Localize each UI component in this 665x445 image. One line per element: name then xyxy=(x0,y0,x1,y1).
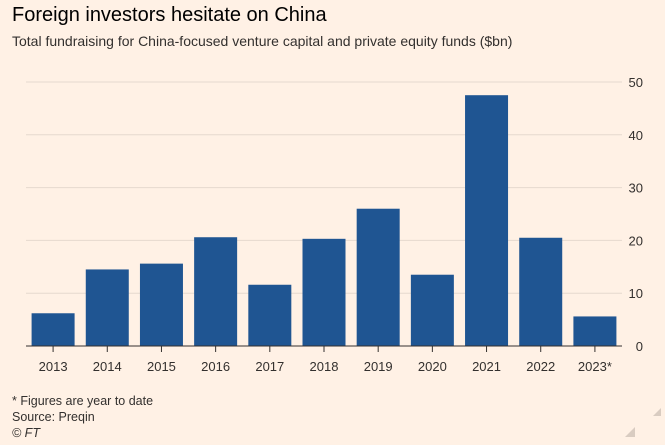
bar-2017 xyxy=(248,284,292,346)
bar-chart: 0 10 20 30 40 50 2013 2014 2015 2016 2017 2018 2019… xyxy=(26,75,643,374)
y-tick-label: 40 xyxy=(629,128,643,143)
resize-handle-icon xyxy=(653,408,661,416)
resize-handle-icon xyxy=(625,427,635,437)
copyright: © FT xyxy=(12,426,40,440)
bar-2013 xyxy=(31,313,75,346)
y-tick-label: 0 xyxy=(636,339,643,354)
x-tick-label: 2018 xyxy=(310,359,339,374)
source-line: Source: Preqin xyxy=(12,410,95,424)
x-axis-ticks: 2013 2014 2015 2016 2017 2018 2019 2020 2021 2022… xyxy=(39,359,612,374)
bar-2019 xyxy=(356,208,400,346)
bar-2020 xyxy=(410,274,454,346)
chart-subtitle: Total fundraising for China-focused vent… xyxy=(12,33,513,49)
x-axis xyxy=(26,345,622,352)
x-tick-label: 2020 xyxy=(418,359,447,374)
x-tick-label: 2014 xyxy=(93,359,122,374)
bar-2016 xyxy=(194,237,238,346)
x-tick-label: 2019 xyxy=(364,359,393,374)
bar-2014 xyxy=(85,269,129,346)
bar-2018 xyxy=(302,238,346,346)
x-tick-label: 2017 xyxy=(255,359,284,374)
chart-title: Foreign investors hesitate on China xyxy=(12,4,327,26)
x-tick-label: 2021 xyxy=(472,359,501,374)
y-tick-label: 10 xyxy=(629,286,643,301)
bar-2022 xyxy=(519,237,563,346)
x-tick-label: 2023* xyxy=(578,359,612,374)
footnote: * Figures are year to date xyxy=(12,394,154,408)
bar-2023 xyxy=(573,316,617,346)
y-tick-label: 50 xyxy=(629,75,643,90)
y-tick-label: 20 xyxy=(629,233,643,248)
bar-2021 xyxy=(465,95,509,346)
x-tick-label: 2022 xyxy=(526,359,555,374)
x-tick-label: 2013 xyxy=(39,359,68,374)
x-tick-label: 2015 xyxy=(147,359,176,374)
y-axis-ticks: 0 10 20 30 40 50 xyxy=(629,75,643,354)
bars xyxy=(31,95,617,346)
y-tick-label: 30 xyxy=(629,181,643,196)
bar-2015 xyxy=(139,263,183,346)
x-tick-label: 2016 xyxy=(201,359,230,374)
